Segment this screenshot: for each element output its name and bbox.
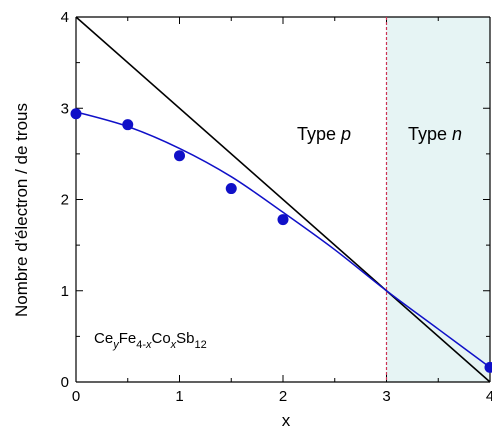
- x-tick-label: 1: [175, 388, 183, 405]
- data-point: [70, 108, 82, 120]
- data-points: [70, 108, 492, 373]
- x-tick-label: 3: [382, 388, 390, 405]
- x-axis-label: x: [282, 411, 291, 430]
- data-point: [484, 361, 492, 373]
- x-tick-label: 4: [486, 388, 492, 405]
- formula-subscript: 12: [195, 339, 207, 351]
- x-tick-label: 2: [279, 388, 287, 405]
- formula-subscript: 4-x: [136, 339, 152, 351]
- formula-subscript: y: [112, 339, 120, 351]
- region-label-p-type: Type p: [297, 124, 351, 144]
- y-tick-label: 1: [61, 283, 69, 300]
- shaded-region-n-type: [386, 17, 490, 382]
- fit-curve: [75, 111, 491, 369]
- formula-element: Ce: [94, 330, 113, 347]
- region-label-n-type: Type n: [408, 124, 462, 144]
- formula-subscript: x: [170, 339, 177, 351]
- formula-element: Fe: [119, 330, 137, 347]
- data-point: [122, 119, 134, 131]
- reference-line: [75, 16, 491, 383]
- x-tick-label: 0: [72, 388, 80, 405]
- y-tick-label: 0: [61, 374, 69, 391]
- axis-ticks: [75, 16, 491, 383]
- y-tick-label: 4: [61, 9, 69, 26]
- data-point: [277, 214, 289, 226]
- compound-formula: CeyFe4-xCoxSb12: [94, 330, 207, 351]
- data-point: [174, 150, 185, 162]
- y-tick-label: 2: [61, 192, 69, 209]
- formula-element: Co: [151, 330, 170, 347]
- formula-element: Sb: [176, 330, 194, 347]
- data-point: [225, 183, 237, 195]
- y-axis-label: Nombre d'électron / de trous: [12, 103, 31, 317]
- y-tick-label: 3: [61, 100, 69, 117]
